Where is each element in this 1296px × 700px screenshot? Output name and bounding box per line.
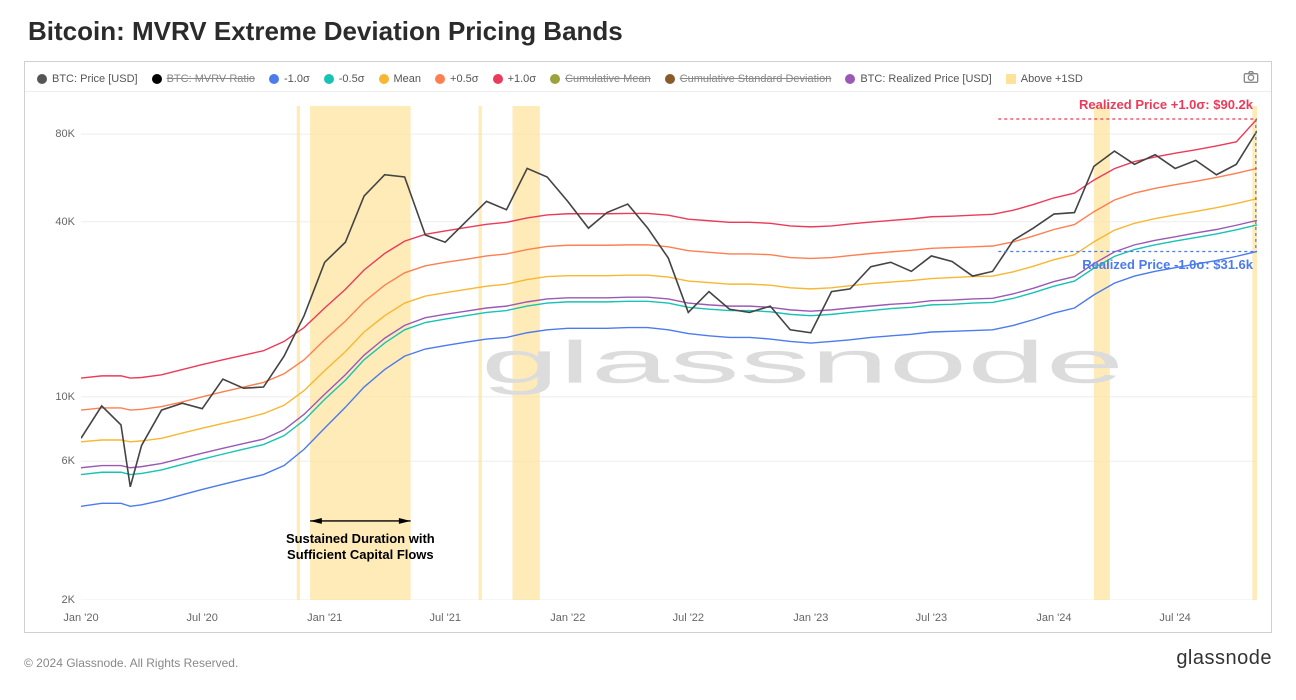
brand-logo: glassnode	[1176, 647, 1272, 670]
watermark: glassnode	[481, 329, 1124, 395]
plot-area: glassnode	[81, 106, 1257, 600]
x-tick-label: Jul '20	[186, 612, 217, 624]
chart-annotation: Realized Price +1.0σ: $90.2k	[1079, 97, 1253, 112]
y-tick-label: 40K	[25, 216, 75, 228]
y-tick-label: 2K	[25, 594, 75, 606]
chart-annotation: Realized Price -1.0σ: $31.6k	[1082, 257, 1253, 272]
x-tick-label: Jul '24	[1159, 612, 1190, 624]
legend-item[interactable]: Mean	[379, 73, 422, 85]
x-tick-label: Jan '21	[307, 612, 342, 624]
y-tick-label: 10K	[25, 391, 75, 403]
legend-item[interactable]: BTC: MVRV Ratio	[152, 73, 255, 85]
x-tick-label: Jul '23	[916, 612, 947, 624]
x-tick-label: Jan '22	[550, 612, 585, 624]
legend-item[interactable]: +0.5σ	[435, 73, 479, 85]
legend: BTC: Price [USD] BTC: MVRV Ratio -1.0σ -0.5…	[25, 62, 1271, 92]
copyright: © 2024 Glassnode. All Rights Reserved.	[24, 656, 238, 670]
legend-item[interactable]: Cumulative Standard Deviation	[665, 73, 832, 85]
legend-item[interactable]: -1.0σ	[269, 73, 310, 85]
y-tick-label: 6K	[25, 455, 75, 467]
x-tick-label: Jul '21	[430, 612, 461, 624]
x-tick-label: Jul '22	[673, 612, 704, 624]
legend-item[interactable]: BTC: Realized Price [USD]	[845, 73, 991, 85]
x-tick-label: Jan '24	[1036, 612, 1071, 624]
chart-annotation: Sustained Duration withSufficient Capita…	[286, 531, 435, 564]
camera-icon[interactable]	[1243, 70, 1259, 87]
legend-item[interactable]: +1.0σ	[493, 73, 537, 85]
chart-frame: BTC: Price [USD] BTC: MVRV Ratio -1.0σ -0.5…	[24, 61, 1272, 633]
legend-item[interactable]: Above +1SD	[1006, 73, 1083, 85]
x-tick-label: Jan '23	[793, 612, 828, 624]
legend-item[interactable]: Cumulative Mean	[550, 73, 651, 85]
x-tick-label: Jan '20	[63, 612, 98, 624]
page-title: Bitcoin: MVRV Extreme Deviation Pricing …	[28, 16, 1272, 47]
legend-item[interactable]: -0.5σ	[324, 73, 365, 85]
y-tick-label: 80K	[25, 128, 75, 140]
legend-item[interactable]: BTC: Price [USD]	[37, 73, 138, 85]
